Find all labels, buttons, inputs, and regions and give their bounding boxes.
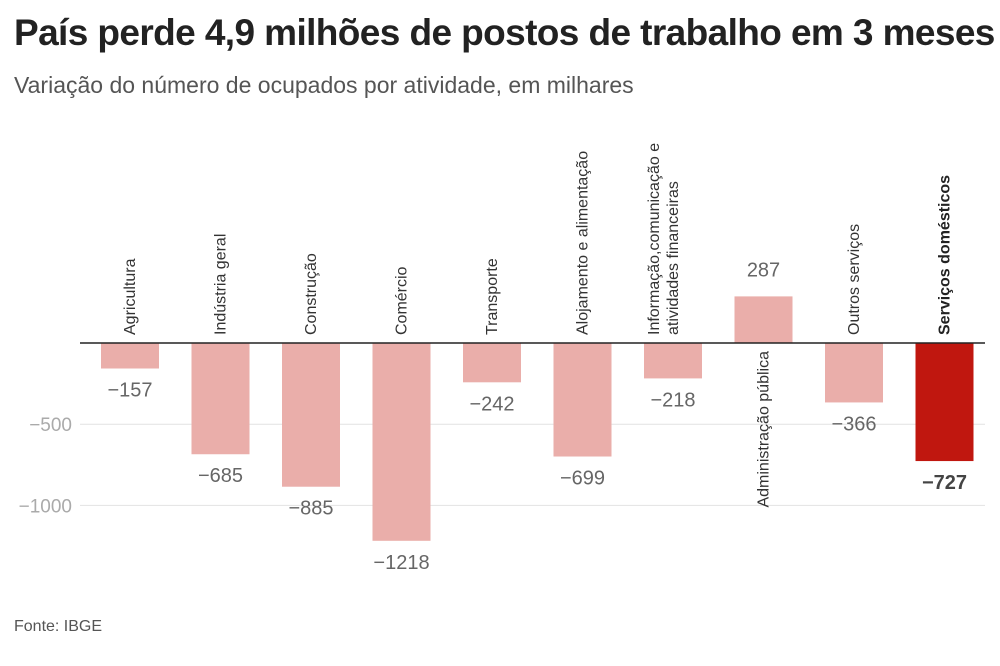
category-label: Informação,comunicação e atividades finan…: [646, 143, 682, 335]
bar: [191, 343, 250, 455]
bar: [463, 343, 521, 383]
y-tick-label: −500: [29, 415, 72, 436]
category-label-line: Indústria geral: [213, 234, 230, 335]
category-label: Administração pública: [756, 351, 773, 508]
value-label: 287: [747, 259, 780, 281]
bar: [734, 296, 793, 343]
category-label-line: Agricultura: [122, 258, 139, 335]
source-note: Fonte: IBGE: [14, 618, 103, 635]
value-label: −242: [469, 393, 514, 415]
chart-title: País perde 4,9 milhões de postos de trab…: [14, 12, 995, 53]
category-label-line: Outros serviços: [846, 224, 863, 335]
category-label: Alojamento e alimentação: [575, 151, 592, 335]
value-label: −727: [922, 472, 967, 494]
chart-subtitle: Variação do número de ocupados por ativi…: [14, 72, 634, 98]
bar: [282, 343, 340, 487]
bars-layer: [101, 296, 974, 541]
category-label-line: Transporte: [484, 258, 501, 335]
category-label: Transporte: [484, 258, 501, 335]
category-label: Outros serviços: [846, 224, 863, 335]
y-tick-label: −1000: [19, 496, 72, 517]
bar: [101, 343, 159, 369]
category-label: Serviços domésticos: [937, 175, 954, 335]
category-label-line: Serviços domésticos: [937, 175, 954, 335]
category-label-line: Construção: [303, 253, 320, 335]
value-label: −218: [650, 389, 695, 411]
bar: [915, 343, 974, 462]
value-label: −157: [107, 379, 152, 401]
category-label-line: atividades financeiras: [665, 181, 682, 335]
category-label-line: Comércio: [394, 266, 411, 335]
category-label-line: Alojamento e alimentação: [575, 151, 592, 335]
bar: [553, 343, 612, 457]
value-label: −885: [288, 498, 333, 520]
category-label-line: Informação,comunicação e: [646, 143, 663, 335]
value-label: −1218: [373, 552, 429, 574]
bar: [644, 343, 702, 379]
category-label: Construção: [303, 253, 320, 335]
value-label: −699: [560, 468, 605, 490]
value-label: −685: [198, 465, 243, 487]
bar: [372, 343, 431, 541]
category-label: Indústria geral: [213, 234, 230, 335]
category-label-line: Administração pública: [756, 351, 773, 508]
value-label: −366: [831, 413, 876, 435]
labels-layer: −157 Agricultura −685 Indústria geral −885 Co…: [107, 143, 967, 574]
category-label: Comércio: [394, 266, 411, 335]
category-label: Agricultura: [122, 258, 139, 335]
bar: [825, 343, 883, 403]
